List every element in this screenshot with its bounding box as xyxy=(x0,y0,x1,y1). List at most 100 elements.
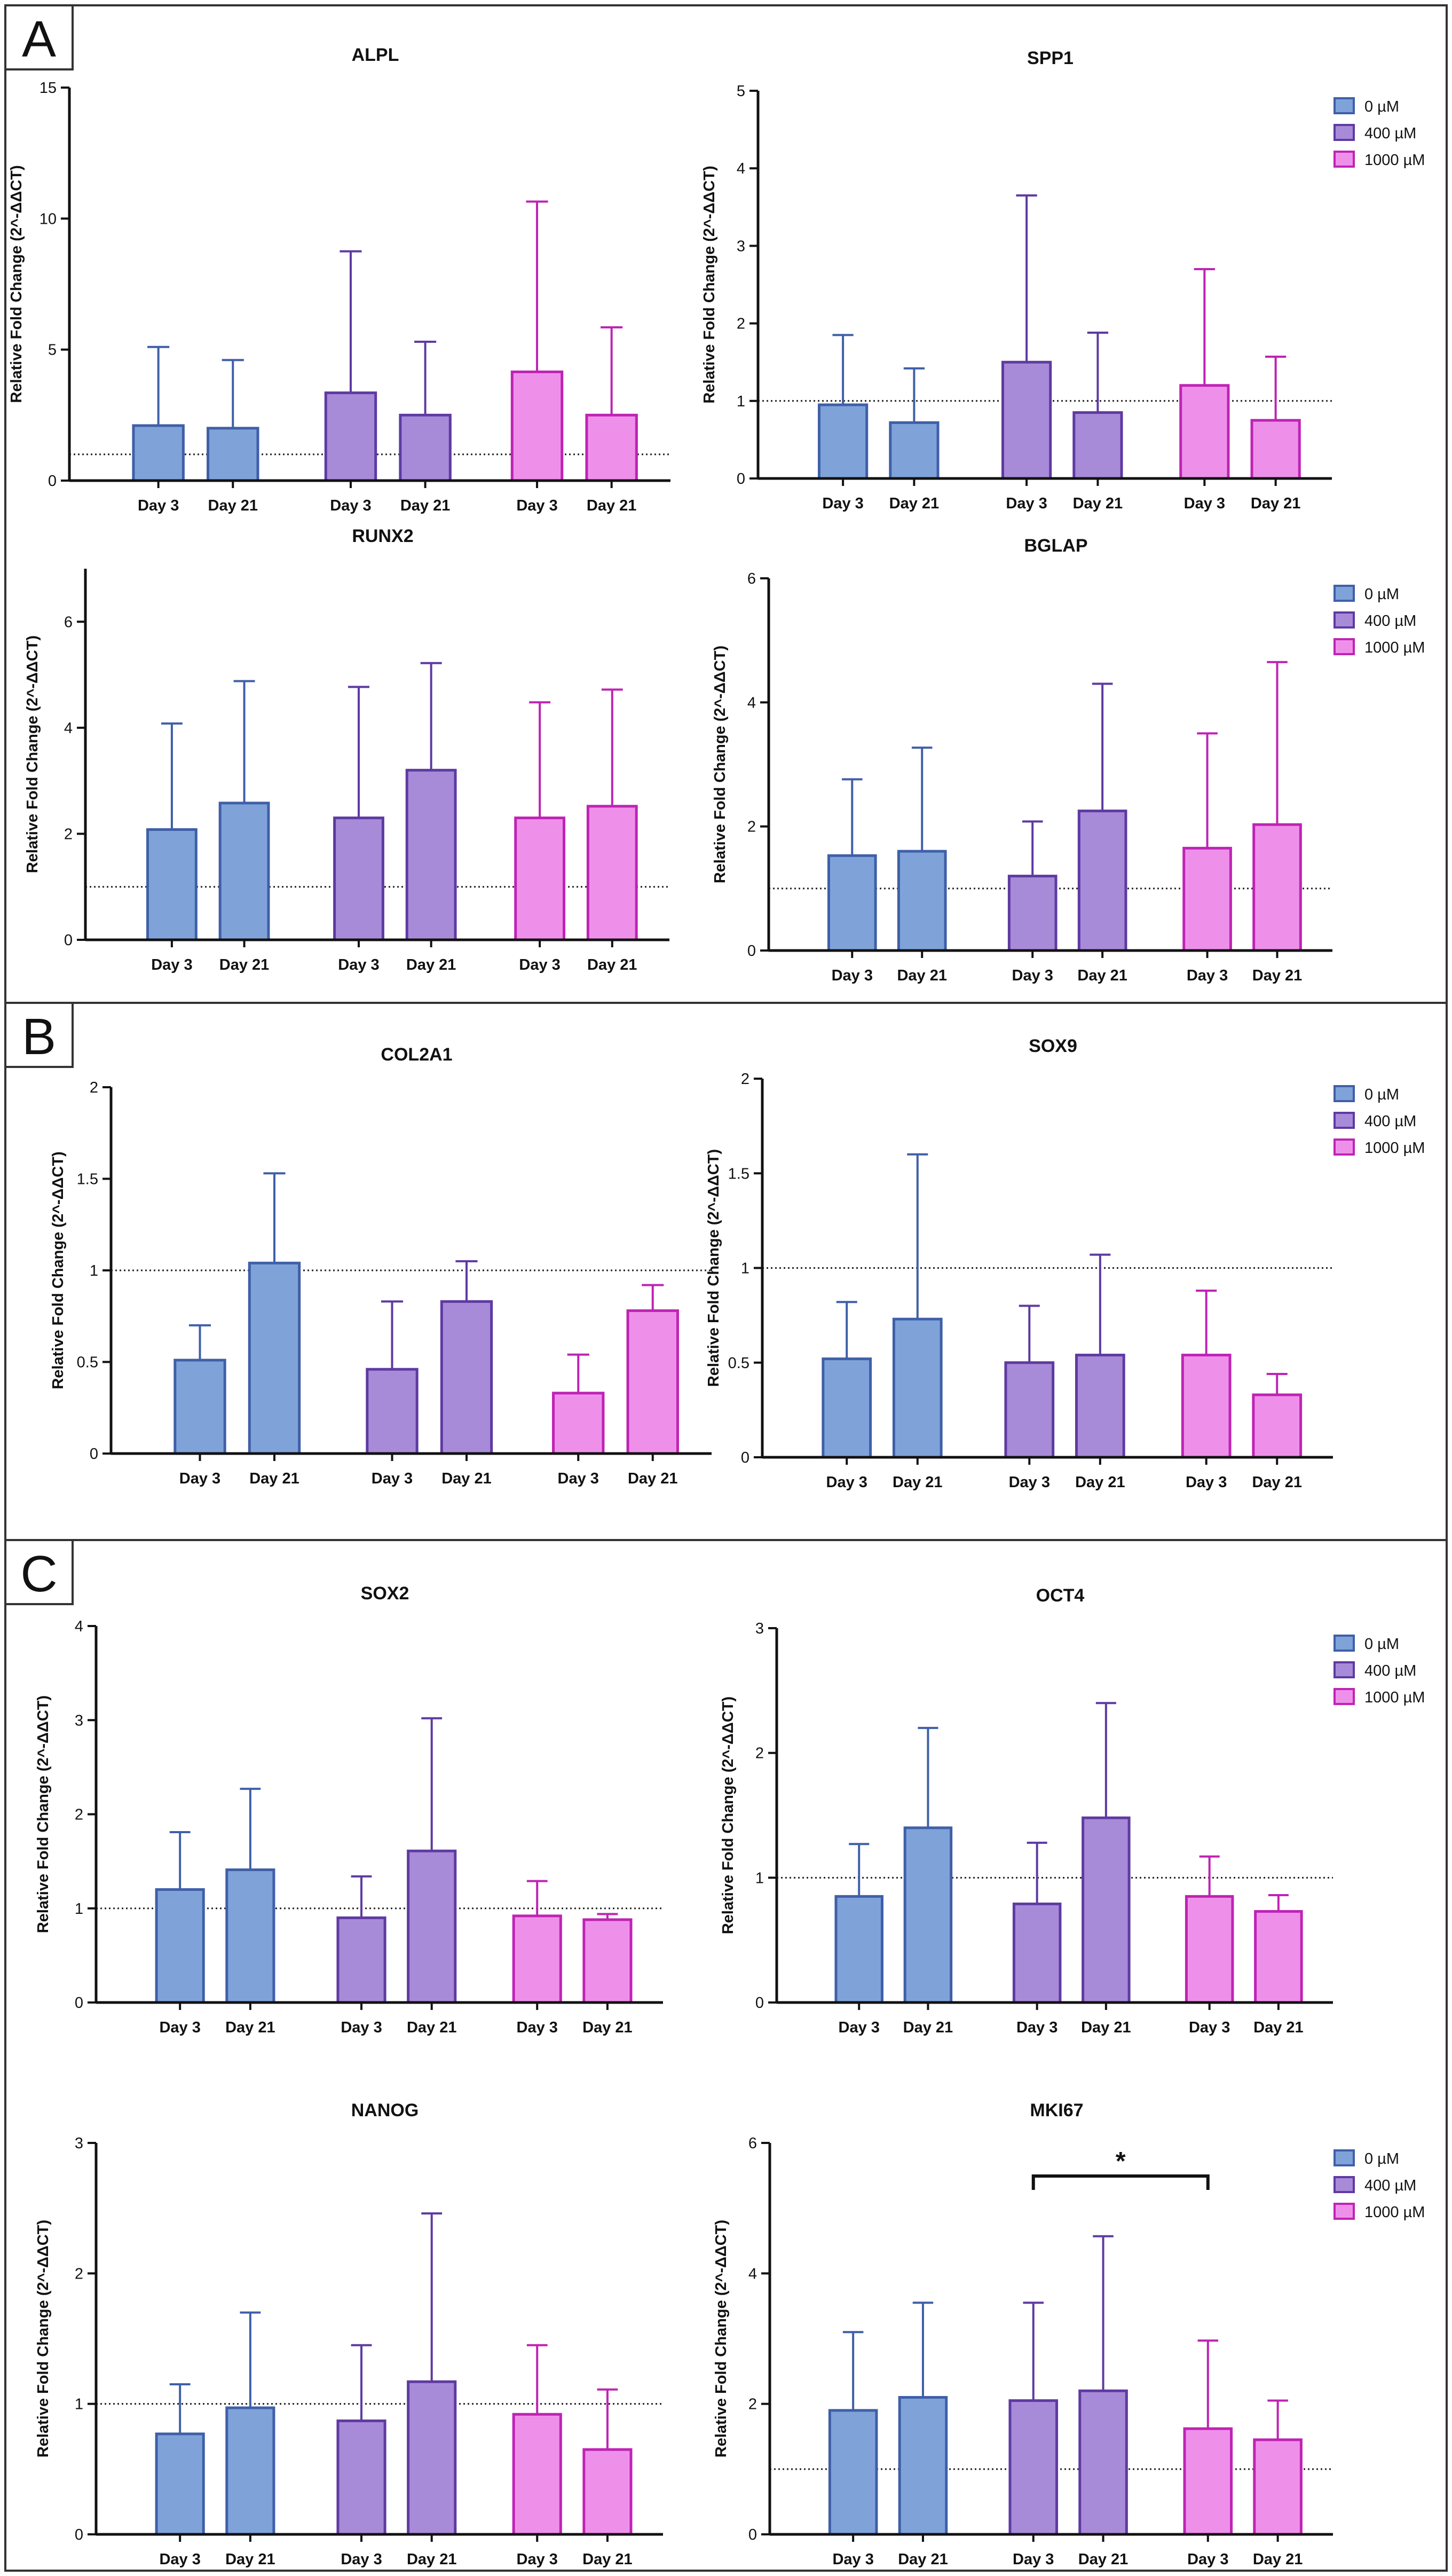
legend-label: 400 µM xyxy=(1364,1113,1416,1130)
x-tick-label: Day 21 xyxy=(903,2019,953,2036)
chart-title: SPP1 xyxy=(1027,48,1074,68)
chart-spp1: SPP1 Relative Fold Change (2^-ΔΔCT) Day 3 D… xyxy=(701,48,1425,512)
bar xyxy=(1001,360,1052,480)
legend-label: 0 µM xyxy=(1364,2150,1399,2167)
x-tick-label: Day 21 xyxy=(587,497,637,514)
bar xyxy=(1252,1393,1303,1459)
significance-bracket xyxy=(1031,2174,1210,2190)
y-tick-label: 1.5 xyxy=(77,1171,98,1188)
bar xyxy=(897,850,947,952)
legend-label: 1000 µM xyxy=(1364,152,1425,169)
bar xyxy=(173,1358,226,1455)
chart-title: BGLAP xyxy=(1024,536,1088,556)
y-tick-label: 0 xyxy=(48,473,57,490)
bar xyxy=(892,1317,943,1459)
y-tick-label: 0 xyxy=(75,1994,83,2012)
x-tick-label: Day 3 xyxy=(1012,967,1053,984)
x-tick-label: Day 21 xyxy=(208,497,258,514)
bar xyxy=(828,2409,878,2536)
bar xyxy=(1181,1354,1232,1459)
y-axis-label: Relative Fold Change (2^-ΔΔCT) xyxy=(50,1151,67,1389)
legend-label: 0 µM xyxy=(1364,98,1399,115)
legend-label: 1000 µM xyxy=(1364,639,1425,656)
legend: 0 µM 400 µM 1000 µM xyxy=(1333,2149,1425,2221)
y-tick-label: 3 xyxy=(755,1620,764,1637)
y-tick-label: 2 xyxy=(75,1807,83,1824)
bar xyxy=(248,1261,301,1455)
y-tick-label: 6 xyxy=(748,2135,757,2152)
y-tick-label: 5 xyxy=(48,342,57,359)
x-tick-label: Day 21 xyxy=(1073,495,1123,512)
chart-title: OCT4 xyxy=(1036,1585,1085,1606)
y-axis-label: Relative Fold Change (2^-ΔΔCT) xyxy=(720,1697,737,1934)
y-tick-label: 2 xyxy=(64,826,73,843)
legend-swatch xyxy=(1333,2203,1355,2220)
bar xyxy=(1182,846,1232,952)
bar xyxy=(324,391,377,482)
x-tick-label: Day 21 xyxy=(897,967,947,984)
chart-sox2: SOX2 Relative Fold Change (2^-ΔΔCT) Day 3 D… xyxy=(35,1583,663,2036)
y-axis-label: Relative Fold Change (2^-ΔΔCT) xyxy=(712,646,729,883)
bar xyxy=(1008,2399,1059,2536)
x-tick-label: Day 21 xyxy=(1081,2019,1131,2036)
bar xyxy=(399,413,452,482)
y-tick-label: 3 xyxy=(737,238,745,255)
x-tick-label: Day 21 xyxy=(406,956,456,973)
bar xyxy=(155,2432,205,2536)
bar xyxy=(512,2413,562,2536)
x-tick-label: Day 21 xyxy=(1253,2551,1303,2568)
bar xyxy=(512,1914,562,2004)
y-tick-label: 4 xyxy=(64,720,73,737)
x-tick-label: Day 21 xyxy=(249,1470,299,1487)
bar xyxy=(333,816,384,941)
x-tick-label: Day 3 xyxy=(1189,2019,1230,2036)
bar xyxy=(146,828,198,941)
y-tick-label: 0.5 xyxy=(728,1355,749,1372)
bar xyxy=(225,1868,275,2004)
bar xyxy=(552,1392,605,1455)
x-tick-label: Day 21 xyxy=(582,2019,633,2036)
y-tick-label: 3 xyxy=(75,1712,83,1729)
chart-title: RUNX2 xyxy=(352,526,413,546)
x-tick-label: Day 3 xyxy=(372,1470,413,1487)
x-tick-label: Day 21 xyxy=(225,2551,275,2568)
chart-alpl: ALPL Relative Fold Change (2^-ΔΔCT) Day 3 D… xyxy=(8,45,670,514)
x-tick-label: Day 3 xyxy=(1187,2551,1228,2568)
panel-letter-box xyxy=(4,1539,74,1605)
x-tick-label: Day 21 xyxy=(628,1470,678,1487)
bar xyxy=(405,768,457,941)
x-tick-label: Day 3 xyxy=(832,2551,873,2568)
x-tick-label: Day 3 xyxy=(558,1470,599,1487)
panel-letter: C xyxy=(20,1545,57,1603)
y-tick-label: 2 xyxy=(747,819,756,836)
bar xyxy=(903,1826,953,2004)
x-tick-label: Day 3 xyxy=(826,1474,867,1491)
x-tick-label: Day 3 xyxy=(822,495,863,512)
legend-label: 400 µM xyxy=(1364,1662,1416,1679)
x-tick-label: Day 3 xyxy=(519,956,560,973)
bar xyxy=(582,2448,633,2536)
legend-swatch xyxy=(1333,1661,1355,1678)
x-tick-label: Day 21 xyxy=(898,2551,948,2568)
bar xyxy=(132,424,185,482)
x-tick-label: Day 21 xyxy=(1252,1474,1302,1491)
bar xyxy=(1077,810,1127,952)
bar xyxy=(1183,2427,1233,2536)
bar xyxy=(407,1849,457,2004)
legend-swatch xyxy=(1333,585,1355,602)
x-tick-label: Day 21 xyxy=(1075,1474,1125,1491)
legend-swatch xyxy=(1333,151,1355,168)
chart-col2a1: COL2A1 Relative Fold Change (2^-ΔΔCT) Day … xyxy=(50,1044,712,1487)
legend-label: 0 µM xyxy=(1364,1636,1399,1653)
bar xyxy=(626,1309,679,1455)
y-tick-label: 1 xyxy=(75,1900,83,1918)
x-tick-label: Day 21 xyxy=(1077,967,1127,984)
x-tick-label: Day 3 xyxy=(516,497,557,514)
y-axis-label: Relative Fold Change (2^-ΔΔCT) xyxy=(35,1695,52,1933)
y-tick-label: 5 xyxy=(737,83,745,100)
y-tick-label: 6 xyxy=(747,570,756,587)
y-tick-label: 0 xyxy=(75,2526,83,2543)
bar xyxy=(207,427,259,482)
y-axis-label: Relative Fold Change (2^-ΔΔCT) xyxy=(705,1149,722,1387)
x-tick-label: Day 3 xyxy=(159,2551,200,2568)
